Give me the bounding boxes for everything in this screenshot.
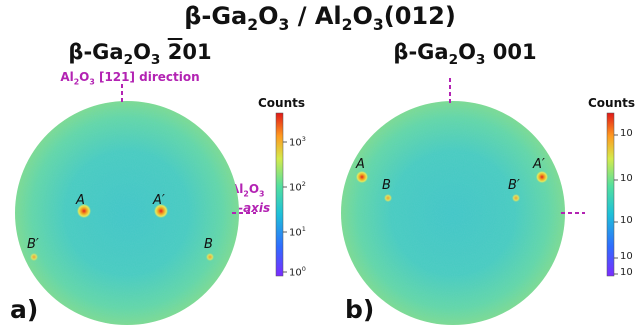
colorbar-b-ticks	[614, 134, 618, 275]
colorbar-b-title: Counts	[588, 96, 636, 110]
colorbar-b-tick-5: 10	[620, 267, 633, 278]
pole-figure-b	[341, 101, 565, 325]
colorbar-b-tick-2: 10	[620, 173, 633, 184]
spot-a-Aprime	[154, 204, 168, 218]
spot-a-Bprime	[30, 253, 38, 261]
colorbar-b-tick-1: 10	[620, 128, 633, 139]
colorbar-a-tick-2: 102	[289, 180, 306, 194]
spot-label-b-B: B	[382, 178, 391, 193]
spot-b-Aprime	[536, 171, 548, 183]
spot-a-A	[77, 204, 91, 218]
colorbar-b	[606, 112, 615, 277]
colorbar-b-tick-4: 10	[620, 251, 633, 262]
panel-a-title: β-Ga2O3 201	[68, 40, 212, 69]
spot-label-a-B: B	[204, 237, 213, 252]
colorbar-b-tick-3: 10	[620, 215, 633, 226]
disc-a-noise	[15, 101, 239, 325]
disc-b-noise	[341, 101, 565, 325]
spot-b-A	[356, 171, 368, 183]
panel-b-letter: b)	[345, 295, 375, 324]
spot-label-a-Bprime: B′	[27, 237, 39, 252]
spot-a-B	[206, 253, 214, 261]
colorbar-a-tick-4: 100	[289, 265, 306, 279]
panel-b-title: β-Ga2O3 001	[393, 40, 537, 69]
spot-label-a-Aprime: A′	[153, 193, 165, 208]
axis-label: Al2O3 a-axis	[230, 182, 271, 216]
colorbar-a-tick-3: 101	[289, 225, 306, 239]
colorbar-a	[275, 112, 284, 277]
colorbar-a-ticks	[283, 141, 287, 273]
spot-label-b-Aprime: A′	[533, 157, 545, 172]
direction-label: Al2O3 [121] direction	[60, 70, 200, 87]
figure-title: β-Ga2O3 / Al2O3(012)	[184, 2, 456, 34]
spot-b-B	[384, 194, 392, 202]
spot-label-b-Bprime: B′	[508, 178, 520, 193]
panel-a-letter: a)	[10, 295, 39, 324]
spot-label-a-A: A	[76, 193, 85, 208]
spot-b-Bprime	[512, 194, 520, 202]
colorbar-a-title: Counts	[258, 96, 306, 110]
pole-figure-a	[15, 101, 239, 325]
spot-label-b-A: A	[356, 157, 365, 172]
colorbar-a-tick-1: 103	[289, 135, 306, 149]
